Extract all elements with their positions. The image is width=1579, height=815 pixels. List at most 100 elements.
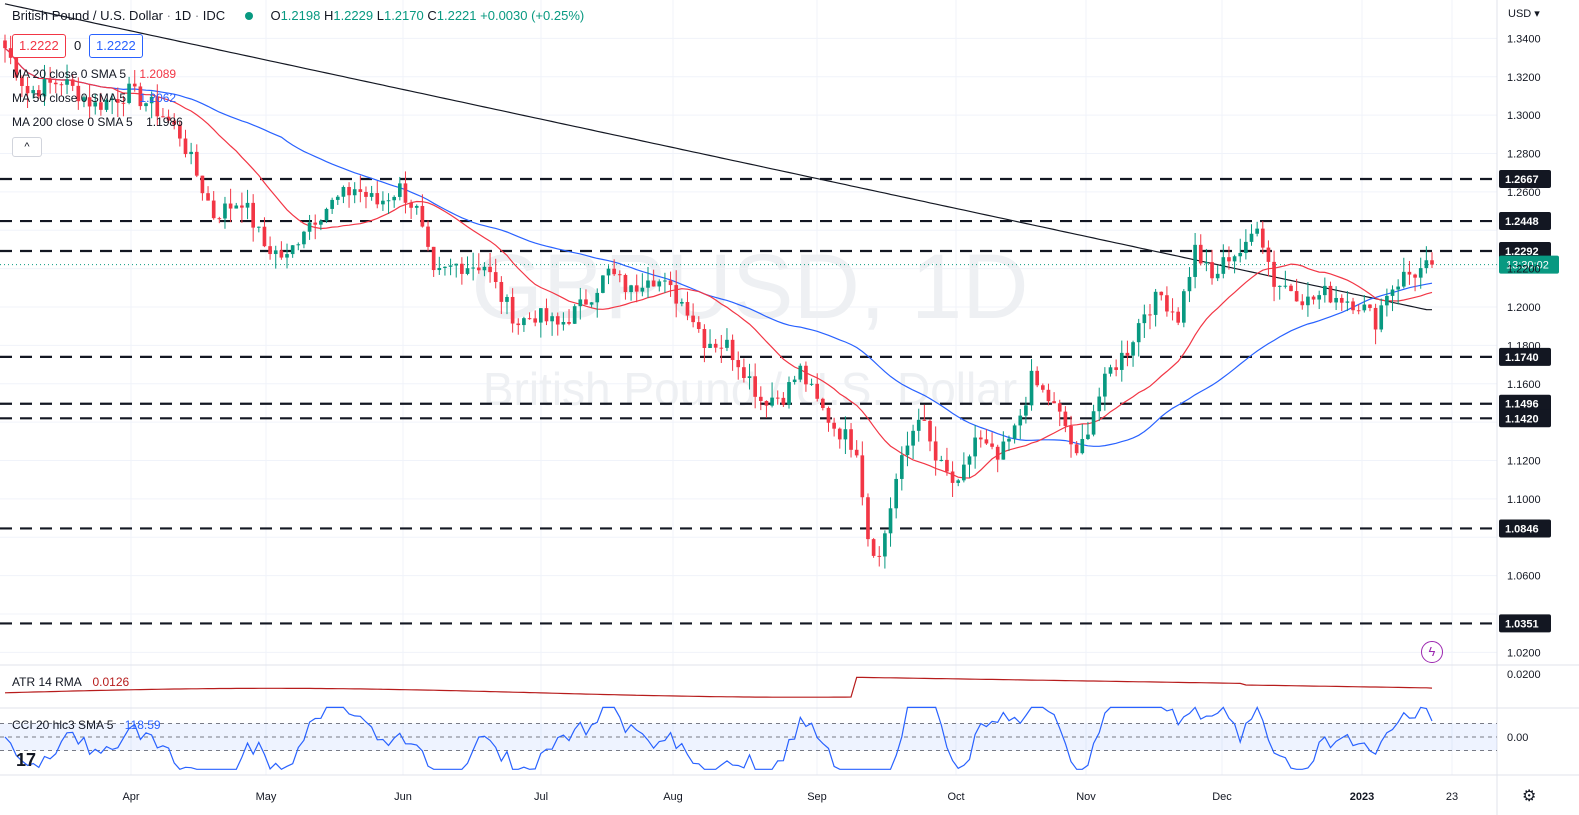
level-label: 1.1740: [1505, 352, 1539, 364]
currency-selector[interactable]: USD ▾: [1508, 8, 1540, 20]
price-axis[interactable]: 1.2667 1.2448 1.2292 1.1740 1.1496 1.1420 1.08…: [1499, 33, 1559, 744]
candle-body: [696, 322, 701, 329]
candle-body: [358, 189, 363, 192]
legend-collapse-button[interactable]: ^: [12, 137, 42, 157]
candle-body: [482, 266, 487, 271]
candle-body: [792, 379, 797, 383]
symbol-name[interactable]: British Pound / U.S. Dollar: [12, 8, 164, 23]
legend-cci[interactable]: CCI 20 hlc3 SMA 5 118.59: [12, 718, 161, 732]
legend-ma50[interactable]: MA 50 close 0 SMA 5 1.2062: [12, 91, 176, 105]
tradingview-logo[interactable]: 17: [16, 750, 37, 770]
candle-body: [76, 85, 81, 102]
candle-body: [1136, 323, 1141, 343]
lightning-icon[interactable]: ϟ: [1421, 641, 1443, 663]
candle-body: [843, 429, 848, 440]
ma20-line: [4, 47, 1433, 479]
data-source: IDC: [202, 8, 226, 23]
time-tick-label: Nov: [1076, 791, 1096, 803]
legend-ma20[interactable]: MA 20 close 0 SMA 5 1.2089: [12, 67, 176, 81]
candle-body: [14, 57, 19, 78]
candle-body: [172, 120, 177, 125]
low-value: 1.2170: [383, 8, 424, 23]
cci-label: CCI 20 hlc3 SMA 5: [12, 718, 114, 732]
time-tick-label: 2023: [1350, 791, 1374, 803]
candle-body: [1035, 370, 1040, 386]
ma50-value: 1.2062: [139, 91, 177, 105]
level-label-box: [1499, 170, 1551, 189]
candle-body: [905, 445, 910, 456]
gear-icon[interactable]: ⚙: [1522, 788, 1537, 805]
candle-body: [1119, 352, 1124, 370]
candle-body: [324, 208, 329, 221]
candle-body: [1097, 396, 1102, 412]
price-tick-label: 1.1200: [1507, 456, 1541, 468]
candle-body: [245, 202, 250, 208]
candle-body: [572, 306, 577, 324]
candle-body: [110, 99, 114, 101]
candle-body: [1103, 373, 1107, 397]
candle-body: [1142, 314, 1147, 324]
high-value: 1.2229: [333, 8, 374, 23]
candle-body: [268, 246, 272, 255]
candle-body: [995, 446, 1000, 460]
candle-body: [990, 443, 994, 447]
candle-body: [70, 79, 75, 86]
candle-body: [1148, 314, 1152, 316]
candle-body: [730, 339, 735, 361]
ma20-path: [4, 47, 1433, 479]
countdown-label: 13:30:02: [1506, 260, 1549, 272]
candle-body: [217, 218, 222, 220]
candle-body: [680, 302, 684, 304]
candle-body: [950, 471, 955, 483]
atr-path: [4, 676, 1433, 698]
candle-body: [121, 102, 126, 104]
atr-value: 0.0126: [92, 675, 130, 689]
price-tick-label: 1.0200: [1507, 647, 1541, 659]
candle-body: [178, 124, 182, 139]
ma20-value: 1.2089: [139, 67, 177, 81]
price-tick-label: 1.2600: [1507, 187, 1541, 199]
candle-body: [290, 245, 295, 255]
chart-header: British Pound / U.S. Dollar · 1D · IDC O…: [12, 8, 585, 23]
candle-body: [87, 97, 92, 107]
buy-price-button[interactable]: 1.2222: [89, 34, 143, 58]
sell-price-button[interactable]: 1.2222: [12, 34, 66, 58]
cci-path: [4, 705, 1433, 771]
candle-body: [617, 274, 622, 276]
legend-ma200[interactable]: MA 200 close 0 SMA 5 1.1986: [12, 115, 183, 129]
time-axis[interactable]: Apr May Jun Jul Aug Sep Oct Nov Dec 2023 23: [122, 791, 1458, 803]
candle-body: [984, 439, 989, 444]
candle-body: [251, 202, 255, 228]
candle-body: [685, 302, 690, 316]
time-tick-label: Oct: [947, 791, 964, 803]
candle-body: [262, 226, 267, 247]
candle-body: [510, 296, 515, 324]
watermark-symbol: GBPUSD, 1D: [471, 236, 1028, 338]
candle-body: [183, 138, 188, 155]
candle-body: [1300, 301, 1305, 306]
candle-body: [454, 263, 459, 266]
candle-body: [1193, 244, 1197, 277]
candle-body: [1029, 370, 1034, 406]
close-value: 1.2221: [436, 8, 477, 23]
candle-body: [25, 85, 30, 94]
candle-body: [409, 202, 413, 208]
ohlc-values: O1.2198 H1.2229 L1.2170 C1.2221 +0.0030 …: [270, 8, 585, 23]
candle-body: [256, 226, 261, 228]
candle-body: [234, 205, 239, 209]
candle-body: [82, 97, 86, 102]
candle-body: [1311, 296, 1316, 300]
candle-body: [646, 280, 650, 288]
candle-body: [3, 40, 7, 49]
candle-body: [1351, 301, 1355, 311]
legend-atr[interactable]: ATR 14 RMA 0.0126: [12, 675, 129, 689]
level-label: 1.2448: [1505, 216, 1539, 228]
candle-body: [1063, 411, 1068, 426]
market-status-dot: [244, 12, 253, 20]
candle-body: [499, 281, 504, 302]
candle-body: [1249, 233, 1254, 242]
interval[interactable]: 1D: [174, 8, 192, 23]
candle-body: [296, 244, 301, 246]
